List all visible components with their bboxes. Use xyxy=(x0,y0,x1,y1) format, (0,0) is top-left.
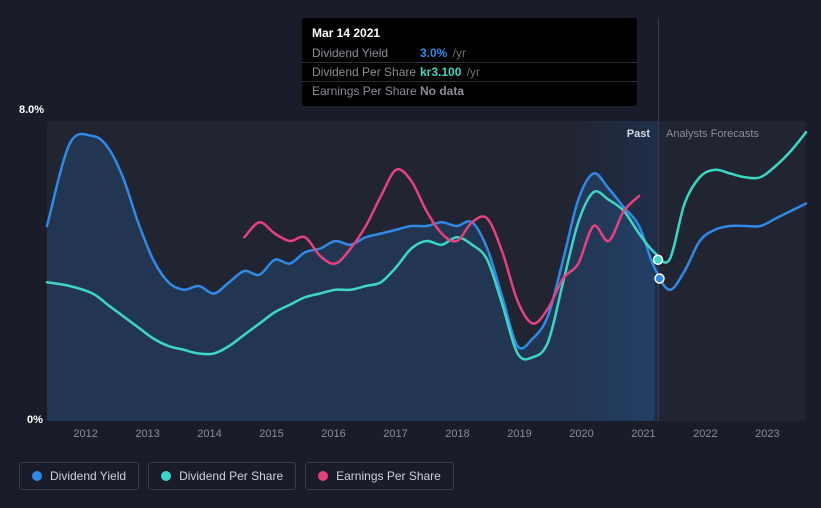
legend-swatch xyxy=(318,471,328,481)
chart-tooltip: Mar 14 2021 Dividend Yield3.0% /yrDivide… xyxy=(302,18,637,106)
x-tick: 2014 xyxy=(197,428,221,440)
legend-label: Dividend Per Share xyxy=(179,469,283,483)
tooltip-row-value: kr3.100 /yr xyxy=(420,65,480,79)
dividend-chart: 8.0% 0% Past Analysts Forecasts 20122013… xyxy=(19,108,806,488)
chart-legend: Dividend Yield Dividend Per Share Earnings… xyxy=(19,462,454,490)
chart-lines xyxy=(47,121,806,421)
y-axis-max: 8.0% xyxy=(19,104,44,116)
y-axis-min: 0% xyxy=(27,414,43,426)
x-tick: 2015 xyxy=(259,428,283,440)
legend-item-dividend-per-share[interactable]: Dividend Per Share xyxy=(148,462,296,490)
legend-item-earnings-per-share[interactable]: Earnings Per Share xyxy=(305,462,454,490)
x-tick: 2018 xyxy=(445,428,469,440)
x-tick: 2023 xyxy=(755,428,779,440)
tooltip-row-value: 3.0% /yr xyxy=(420,46,466,60)
tooltip-date: Mar 14 2021 xyxy=(302,24,637,44)
cursor-marker xyxy=(653,255,662,264)
x-tick: 2013 xyxy=(135,428,159,440)
x-tick: 2019 xyxy=(507,428,531,440)
legend-item-dividend-yield[interactable]: Dividend Yield xyxy=(19,462,139,490)
tooltip-row: Earnings Per ShareNo data xyxy=(302,82,637,100)
legend-swatch xyxy=(32,471,42,481)
x-axis: 2012 2013 2014 2015 2016 2017 2018 2019 2020 2021… xyxy=(47,428,806,446)
plot-area[interactable]: Past Analysts Forecasts xyxy=(47,121,806,421)
tooltip-row: Dividend Yield3.0% /yr xyxy=(302,44,637,63)
x-tick: 2021 xyxy=(631,428,655,440)
legend-label: Earnings Per Share xyxy=(336,469,441,483)
legend-label: Dividend Yield xyxy=(50,469,126,483)
cursor-marker xyxy=(655,274,664,283)
tooltip-row-value: No data xyxy=(420,84,464,98)
tooltip-row-label: Earnings Per Share xyxy=(312,84,420,98)
tooltip-row-label: Dividend Per Share xyxy=(312,65,420,79)
x-tick: 2017 xyxy=(383,428,407,440)
x-tick: 2016 xyxy=(321,428,345,440)
x-tick: 2012 xyxy=(73,428,97,440)
tooltip-row: Dividend Per Sharekr3.100 /yr xyxy=(302,63,637,82)
tooltip-row-label: Dividend Yield xyxy=(312,46,420,60)
x-tick: 2022 xyxy=(693,428,717,440)
legend-swatch xyxy=(161,471,171,481)
x-tick: 2020 xyxy=(569,428,593,440)
